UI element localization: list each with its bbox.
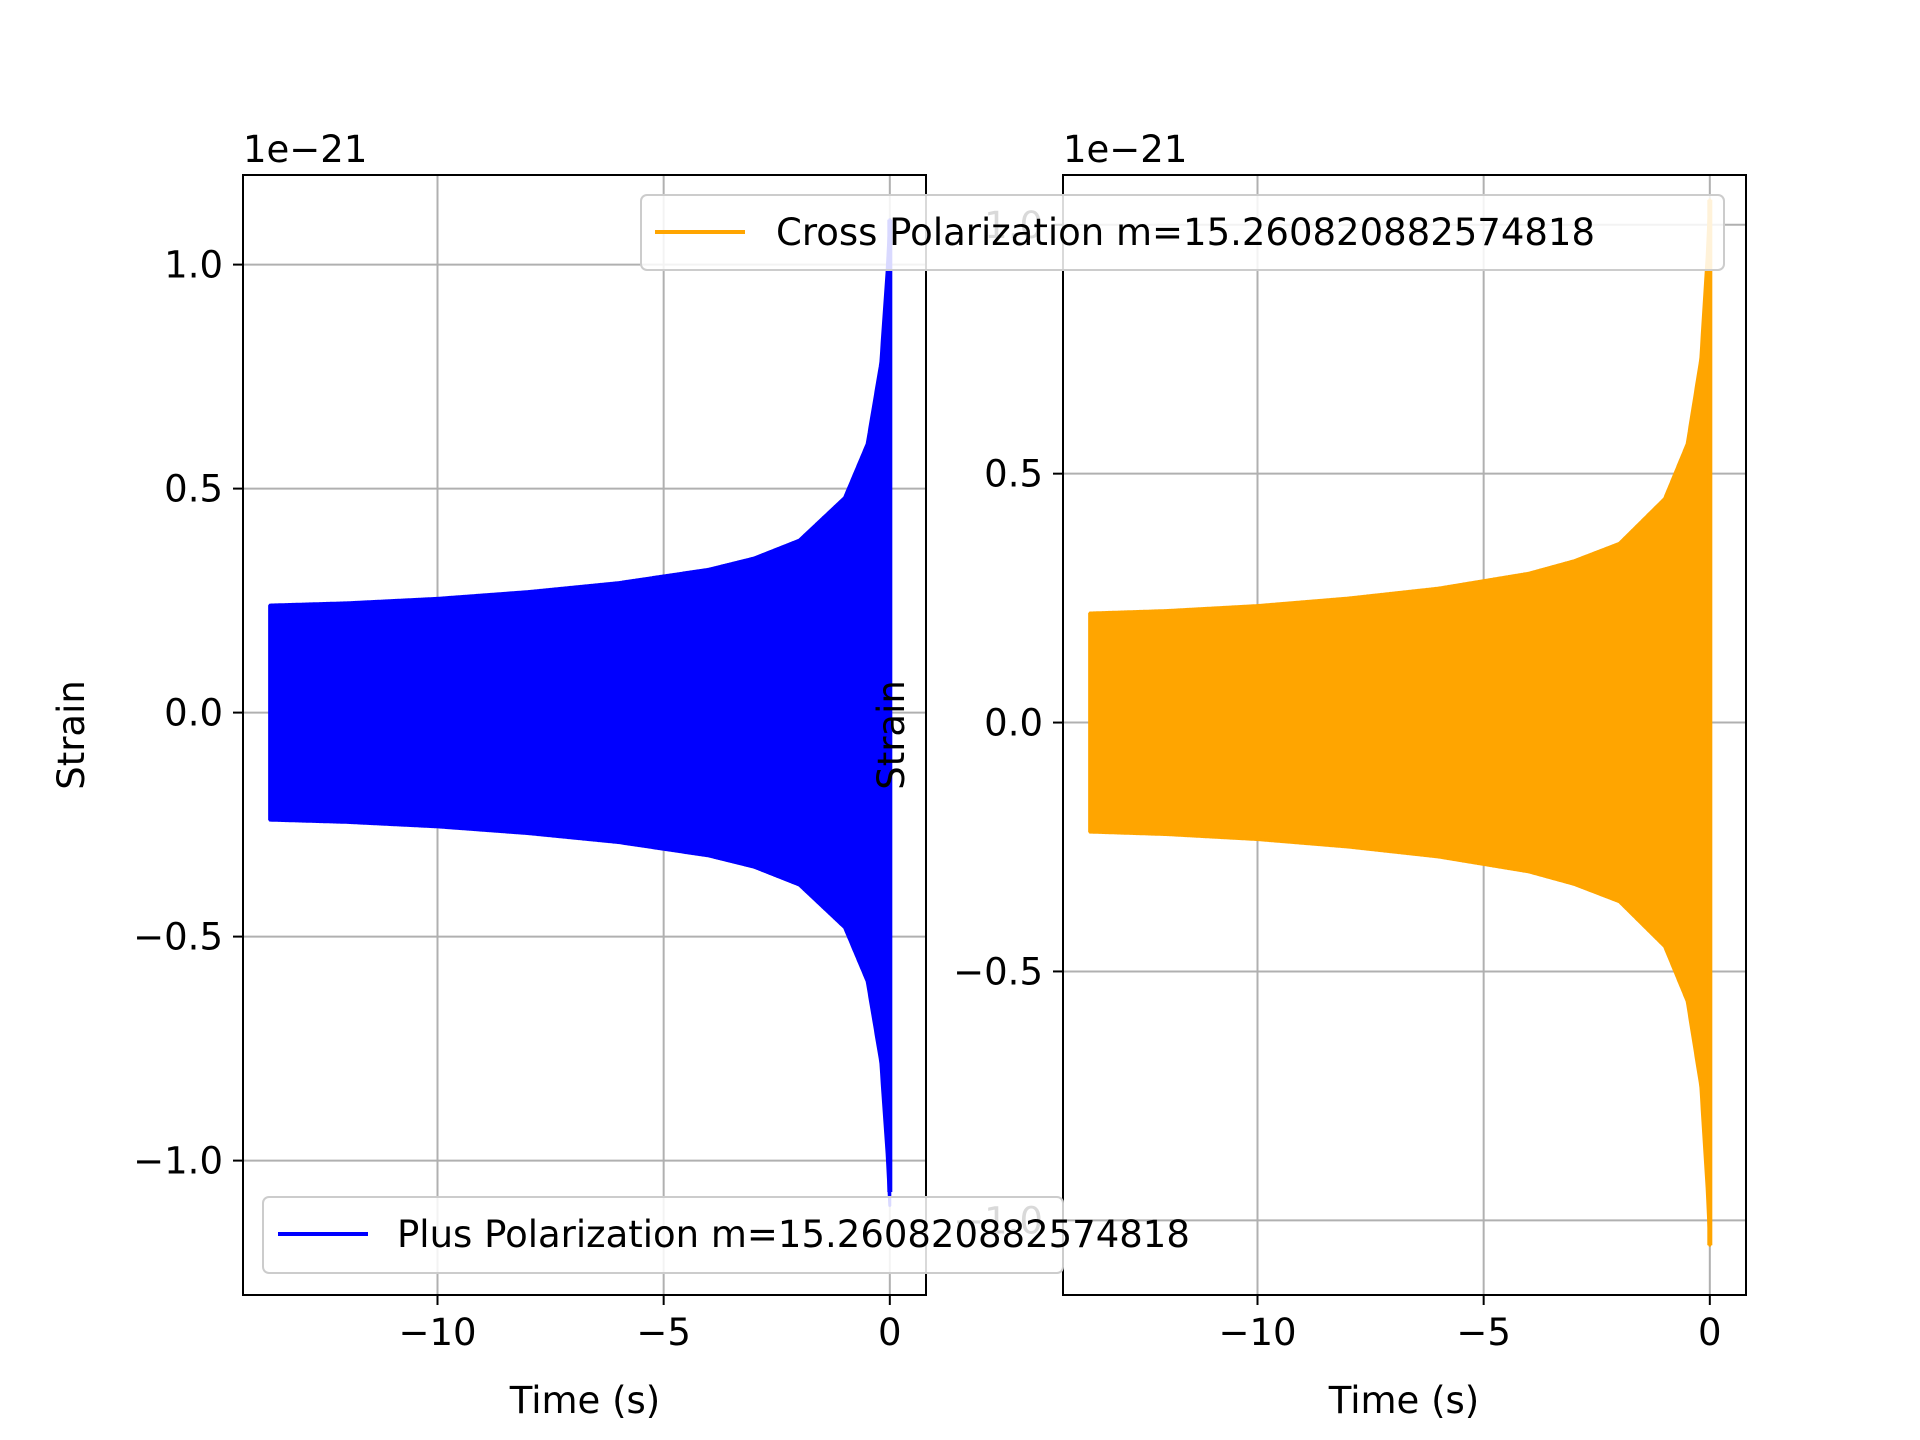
y-tick-label: 0.0: [984, 702, 1043, 745]
x-tick-label: 0: [1698, 1311, 1722, 1354]
offset-text-right: 1e−21: [1063, 128, 1187, 171]
x-tick-label: 0: [878, 1311, 902, 1354]
y-tick-label: −0.5: [953, 950, 1043, 993]
series-cross: [1088, 198, 1713, 1247]
axes-frame-right: [1062, 174, 1747, 1296]
y-tick-label: 0.5: [164, 468, 223, 511]
plot-right: −10−50 −1.0−0.50.00.51.0 1e−21 Time (s) …: [870, 128, 1747, 1422]
x-tick-label: −5: [1456, 1311, 1511, 1354]
x-tick-label: −5: [636, 1311, 691, 1354]
y-tick-label: 0.0: [164, 692, 223, 735]
yticks-left: −1.0 −0.5 0.0 0.5 1.0: [133, 244, 243, 1183]
offset-text-left: 1e−21: [243, 128, 367, 171]
y-tick-label: −1.0: [133, 1140, 223, 1183]
xlabel-right: Time (s): [1328, 1379, 1479, 1422]
xticks-left: −10 −5 0: [398, 1295, 902, 1354]
legend-box-cross: [640, 194, 1725, 271]
legend-cross: Cross Polarization m=15.260820882574818: [640, 194, 1725, 271]
legend-label-cross: Cross Polarization m=15.260820882574818: [776, 211, 1595, 254]
xlabel-left: Time (s): [509, 1379, 660, 1422]
legend-plus: Plus Polarization m=15.260820882574818: [262, 1196, 1190, 1274]
x-tick-label: −10: [398, 1311, 476, 1354]
plot-left: −10 −5 0 −1.0−0.50.00.51.0 1e−21 Time (s) …: [50, 128, 927, 1422]
xticks-right: −10 −5 0: [1218, 1295, 1722, 1354]
legend-label-plus: Plus Polarization m=15.260820882574818: [397, 1213, 1190, 1256]
y-tick-label: 1.0: [164, 244, 223, 287]
x-tick-label: −10: [1218, 1311, 1296, 1354]
y-tick-label: 0.5: [984, 453, 1043, 496]
legend-box-plus: [262, 1196, 1064, 1274]
axes-frame-left: [242, 174, 927, 1296]
ylabel-right: Strain: [870, 680, 913, 790]
ylabel-left: Strain: [50, 680, 93, 790]
y-tick-label: −0.5: [133, 916, 223, 959]
